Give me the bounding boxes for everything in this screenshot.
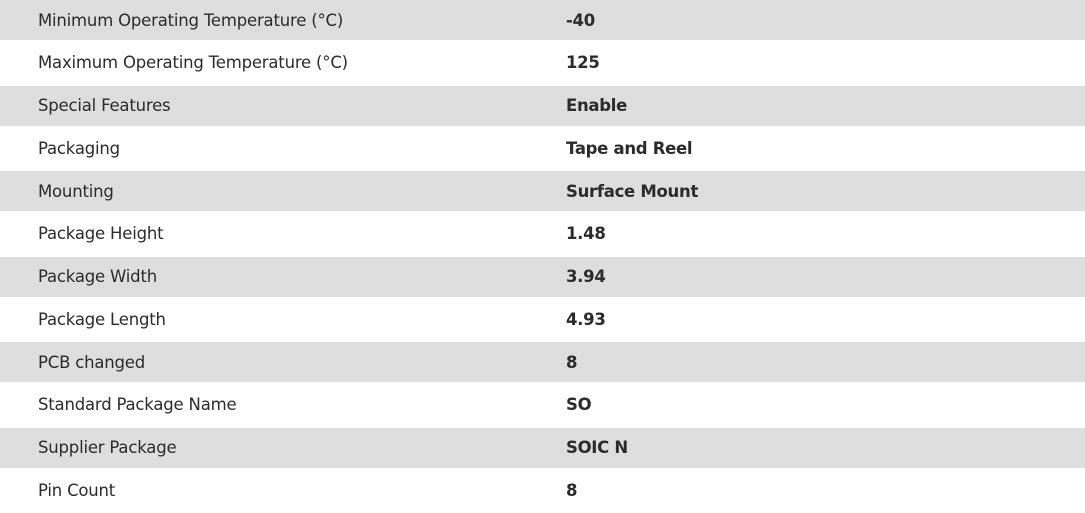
spec-label: PCB changed [38, 353, 566, 372]
spec-value: SO [566, 395, 591, 414]
spec-value: Tape and Reel [566, 139, 692, 158]
spec-label: Pin Count [38, 481, 566, 500]
spec-label: Standard Package Name [38, 395, 566, 414]
spec-value: 8 [566, 481, 577, 500]
spec-label: Mounting [38, 182, 566, 201]
spec-label: Package Height [38, 224, 566, 243]
spec-label: Packaging [38, 139, 566, 158]
spec-label: Minimum Operating Temperature (°C) [38, 11, 566, 30]
spec-value: 8 [566, 353, 577, 372]
spec-value: SOIC N [566, 438, 628, 457]
spec-label: Special Features [38, 96, 566, 115]
spec-label: Maximum Operating Temperature (°C) [38, 53, 566, 72]
spec-value: -40 [566, 11, 595, 30]
spec-value: 3.94 [566, 267, 606, 286]
spec-value: Surface Mount [566, 182, 698, 201]
table-row: Maximum Operating Temperature (°C)125 [0, 40, 1085, 86]
table-row: Minimum Operating Temperature (°C)-40 [0, 0, 1085, 40]
spec-label: Package Width [38, 267, 566, 286]
spec-label: Supplier Package [38, 438, 566, 457]
spec-value: 1.48 [566, 224, 606, 243]
spec-value: Enable [566, 96, 627, 115]
spec-label: Package Length [38, 310, 566, 329]
spec-value: 4.93 [566, 310, 606, 329]
spec-value: 125 [566, 53, 600, 72]
